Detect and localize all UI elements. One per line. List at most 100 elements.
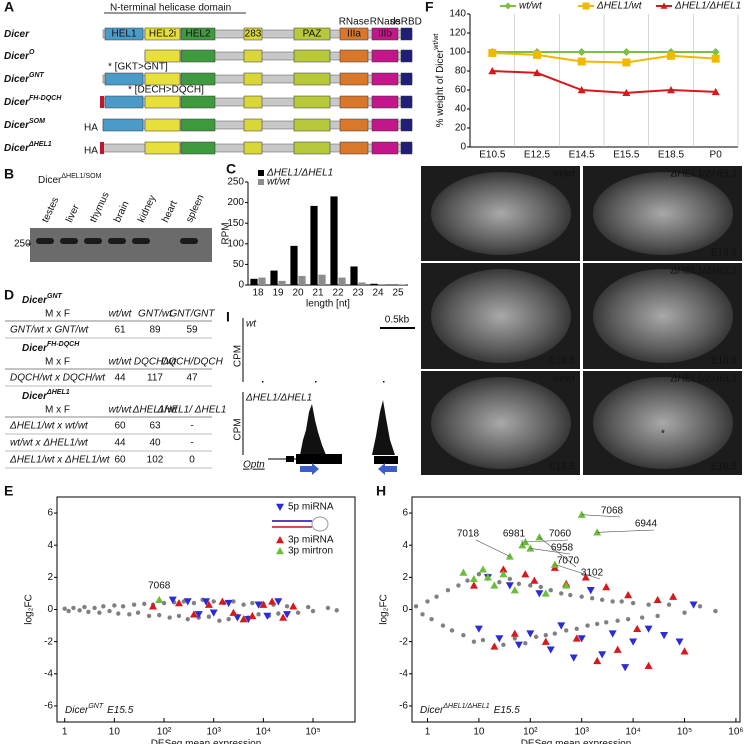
- marker: [625, 616, 631, 622]
- image-stage: E18.5: [549, 356, 576, 367]
- construct-name-part: Dicer: [4, 97, 30, 108]
- x-tick-label: 19: [272, 288, 284, 299]
- bar: [278, 280, 286, 285]
- strand-arrow: [300, 463, 319, 475]
- marker: [157, 612, 162, 618]
- x-tick-label: E14.5: [569, 150, 596, 161]
- panel-label: B: [4, 166, 14, 182]
- marker: [713, 608, 718, 614]
- table-header: DQCH/DQCH: [161, 357, 223, 368]
- domain: [293, 27, 331, 41]
- domain: [400, 27, 413, 41]
- bar: [270, 270, 278, 285]
- domain: [400, 72, 413, 86]
- blot-title: DicerΔHEL1/SOM: [38, 173, 102, 185]
- bar: [298, 275, 306, 285]
- marker: [283, 611, 292, 619]
- marker: [274, 598, 283, 606]
- marker: [445, 588, 451, 593]
- marker: [593, 528, 602, 536]
- marker: [550, 560, 559, 568]
- marker: [488, 48, 497, 57]
- legend-label: wt/wt: [267, 177, 291, 188]
- table-cell: 44: [114, 373, 126, 384]
- marker: [425, 599, 430, 604]
- table-cell: 47: [186, 373, 198, 384]
- mri-tissue: [593, 377, 733, 469]
- blot-band: [108, 238, 126, 244]
- panel-label: D: [4, 287, 14, 303]
- x-tick-label: 10: [109, 727, 121, 738]
- table-title-part: FH-DQCH: [47, 341, 80, 348]
- helicase-label: N-terminal helicase domain: [110, 3, 231, 14]
- x-tick-label: E10.5: [479, 150, 506, 161]
- marker: [577, 510, 586, 518]
- track-ylabel: CPM: [233, 345, 244, 367]
- construct-name-part: O: [29, 49, 35, 56]
- plot-subtitle-part: Dicer: [65, 705, 89, 716]
- image-genotype: wt/wt: [552, 169, 576, 180]
- marker: [279, 613, 288, 621]
- marker: [535, 590, 544, 598]
- plot-frame: [56, 496, 356, 723]
- table-header: DQCH/wt: [134, 357, 177, 368]
- y-tick-label: 40: [455, 104, 467, 115]
- mw-marker: 250: [14, 239, 31, 250]
- series-line: [492, 70, 716, 94]
- marker: [569, 654, 578, 662]
- point-annotation: 3102: [581, 568, 604, 579]
- domain: [339, 49, 369, 63]
- domain: [371, 141, 399, 155]
- image-genotype: wt/wt: [552, 374, 576, 385]
- gene-exon: [296, 454, 342, 464]
- marker: [594, 621, 600, 627]
- marker: [191, 600, 197, 606]
- domain: [293, 95, 331, 109]
- marker: [572, 634, 581, 642]
- domain: [243, 118, 263, 132]
- marker: [325, 605, 331, 611]
- coverage-dot: [315, 381, 317, 383]
- domain: [243, 141, 263, 155]
- x-tick-label: 21: [312, 288, 324, 299]
- marker: [644, 625, 653, 633]
- marker: [586, 587, 595, 595]
- asterisk: *: [661, 429, 665, 440]
- bar: [350, 266, 358, 285]
- marker: [483, 573, 492, 581]
- domain: [243, 72, 263, 86]
- blot-band: [180, 238, 198, 244]
- table-cell: 60: [114, 421, 126, 432]
- annotation-leader: [525, 539, 569, 543]
- track-name: wt: [246, 319, 257, 330]
- hairpin-loop: [311, 516, 329, 532]
- marker: [120, 604, 126, 609]
- y-tick-label: 120: [449, 28, 466, 39]
- domain-label: HEL1: [111, 29, 136, 40]
- plot-subtitle-part: ΔHEL1/ΔHEL1: [442, 703, 489, 710]
- marker: [97, 610, 102, 615]
- marker: [608, 630, 617, 638]
- y-axis-label: log₂FC: [24, 594, 35, 625]
- y-tick-label: 50: [233, 259, 245, 270]
- marker: [71, 605, 76, 611]
- construct-name-part: FH-DQCH: [29, 95, 62, 102]
- marker: [507, 576, 513, 582]
- marker: [526, 544, 535, 552]
- x-tick-label: 25: [392, 288, 404, 299]
- x-axis-label: DESeq mean expression: [151, 739, 262, 744]
- y-tick-label: 60: [455, 85, 467, 96]
- blot: [30, 228, 212, 262]
- y-tick-label: 4: [47, 540, 53, 551]
- marker: [541, 589, 550, 597]
- blot-band: [36, 238, 54, 244]
- y-tick-label: 200: [227, 197, 244, 208]
- marker: [538, 584, 543, 590]
- marker: [602, 583, 611, 591]
- domain: [144, 95, 181, 109]
- marker: [582, 2, 590, 10]
- track-name: ΔHEL1/ΔHEL1: [245, 393, 312, 404]
- domain: [371, 95, 399, 109]
- marker: [633, 624, 642, 632]
- domain: [400, 95, 413, 109]
